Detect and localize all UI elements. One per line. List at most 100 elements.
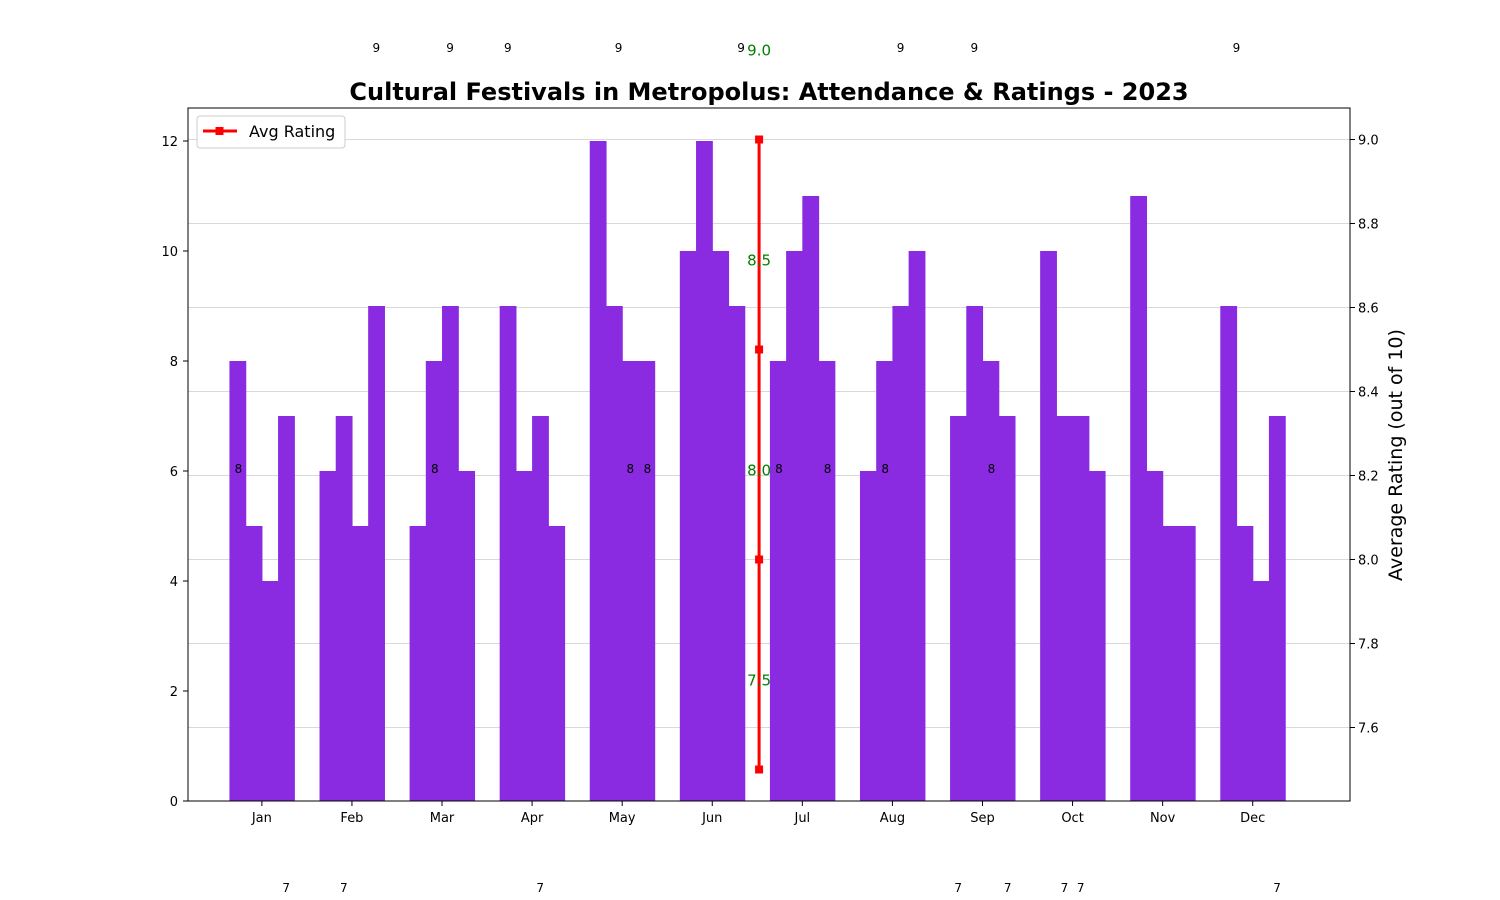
bar <box>1162 526 1180 801</box>
stray-value-label: 7 <box>954 881 962 895</box>
stray-value-label: 7 <box>340 881 348 895</box>
bar <box>1252 581 1270 801</box>
bar <box>950 416 967 801</box>
x-tick-label: Feb <box>340 811 363 826</box>
stray-value-label: 9 <box>446 41 454 55</box>
bar <box>589 141 607 801</box>
bar <box>876 361 894 801</box>
bar <box>1040 251 1057 801</box>
x-tick-label: Mar <box>430 811 455 826</box>
stray-value-label: 9 <box>971 41 979 55</box>
bar <box>1130 196 1148 801</box>
legend: Avg Rating <box>196 115 346 149</box>
bar <box>802 196 820 801</box>
rating-data-label: 9.0 <box>747 42 771 60</box>
bar <box>818 361 836 801</box>
rating-marker <box>755 555 764 564</box>
bar <box>278 416 295 801</box>
bar <box>245 526 263 801</box>
rating-data-label: 7.5 <box>747 672 771 690</box>
y-tick-label: 0 <box>170 795 178 810</box>
bar <box>622 361 639 801</box>
y2-axis-title: Average Rating (out of 10) <box>1385 329 1407 581</box>
bar <box>696 141 713 801</box>
stray-value-label: 8 <box>775 462 783 476</box>
bar <box>515 471 533 801</box>
bar <box>769 361 787 801</box>
y2-tick-label: 7.8 <box>1358 638 1379 653</box>
x-tick-label: Jul <box>793 811 810 826</box>
bar <box>229 361 247 801</box>
stray-value-label: 8 <box>235 462 243 476</box>
legend-box <box>196 115 346 149</box>
axes-layer: 0 2 4 6 8 10 12 7.6 7.8 8.0 8.2 8.4 8.6 8.8 9.0 Jan Feb M… <box>161 134 1378 827</box>
stray-value-label: 8 <box>431 462 439 476</box>
bar <box>982 361 1000 801</box>
bar <box>442 306 459 801</box>
stray-value-label: 8 <box>988 462 996 476</box>
rating-marker <box>755 345 764 354</box>
bar <box>892 306 910 801</box>
bar <box>1056 416 1074 801</box>
bar <box>368 306 385 801</box>
y-tick-label: 8 <box>170 355 178 370</box>
stray-value-label: 7 <box>1004 881 1012 895</box>
y2-tick-label: 8.6 <box>1358 302 1379 317</box>
stray-value-label: 9 <box>372 41 380 55</box>
bar <box>1220 306 1238 801</box>
y2-tick-label: 8.4 <box>1358 386 1379 401</box>
bar <box>532 416 549 801</box>
legend-label: Avg Rating <box>249 122 335 141</box>
rating-series: 7.5 8.0 8.5 9.0 <box>747 42 771 774</box>
stray-value-label: 8 <box>626 462 634 476</box>
x-tick-label: Jan <box>251 811 272 826</box>
y-tick-label: 2 <box>170 685 178 700</box>
x-tick-label: Nov <box>1150 811 1176 826</box>
stray-labels: 9 9 9 9 9 9 9 98 8 8 8 8 8 8 87 7 7 7 7 7 7 7 <box>235 41 1281 895</box>
stray-value-label: 9 <box>1233 41 1241 55</box>
bar <box>728 306 746 801</box>
legend-marker-swatch <box>215 127 224 135</box>
rating-marker <box>755 765 764 774</box>
x-tick-label: Aug <box>880 811 905 826</box>
bar <box>458 471 476 801</box>
stray-value-label: 8 <box>881 462 889 476</box>
bar <box>319 471 337 801</box>
y2-tick-label: 7.6 <box>1358 722 1379 737</box>
rating-marker <box>755 135 764 144</box>
bar <box>712 251 730 801</box>
stray-value-label: 8 <box>824 462 832 476</box>
bar <box>908 251 926 801</box>
y-tick-label: 10 <box>161 245 178 260</box>
stray-value-label: 7 <box>536 881 544 895</box>
stray-value-label: 9 <box>504 41 512 55</box>
y-tick-label: 4 <box>170 575 178 590</box>
bar <box>409 526 427 801</box>
stray-value-label: 7 <box>1077 881 1085 895</box>
y2-tick-label: 8.8 <box>1358 218 1379 233</box>
bar <box>998 416 1016 801</box>
x-tick-label: May <box>609 811 636 826</box>
stray-value-label: 7 <box>1061 881 1069 895</box>
bar <box>335 416 353 801</box>
rating-data-label: 8.5 <box>747 252 771 270</box>
bar <box>1268 416 1286 801</box>
bar <box>638 361 656 801</box>
bar <box>351 526 369 801</box>
x-tick-label: Apr <box>521 811 544 826</box>
rating-data-label: 8.0 <box>747 462 771 480</box>
bar <box>679 251 697 801</box>
bar <box>1178 526 1196 801</box>
bars-layer <box>229 141 1286 801</box>
bar <box>1146 471 1164 801</box>
y2-tick-label: 8.2 <box>1358 470 1379 485</box>
stray-value-label: 9 <box>737 41 745 55</box>
stray-value-label: 7 <box>1273 881 1281 895</box>
stray-value-label: 9 <box>897 41 905 55</box>
bar <box>966 306 984 801</box>
bar <box>786 251 803 801</box>
stray-value-label: 9 <box>615 41 623 55</box>
bar <box>859 471 877 801</box>
y2-tick-label: 8.0 <box>1358 554 1379 569</box>
